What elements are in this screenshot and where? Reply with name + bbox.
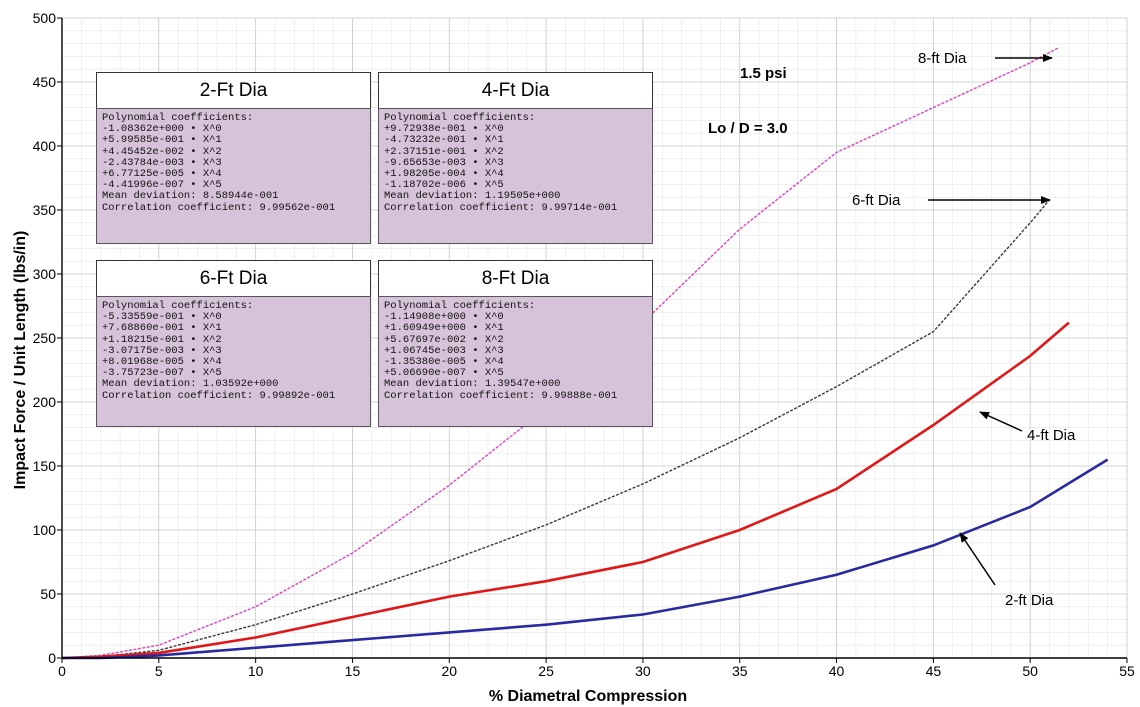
label-6ft: 6-ft Dia: [852, 192, 901, 209]
x-tick-label: 0: [58, 663, 66, 679]
coef-line: +1.98205e-004 • X^4: [384, 168, 504, 181]
arrow-2ft: [959, 532, 996, 586]
coef-line: Polynomial coefficients:: [384, 112, 536, 124]
y-tick-label: 150: [33, 458, 57, 474]
coef-line: Correlation coefficient: 9.99888e-001: [384, 389, 618, 402]
y-tick-label: 200: [33, 394, 57, 410]
coef-line: Polynomial coefficients:: [102, 112, 254, 124]
coef-box-title: 8-Ft Dia: [378, 260, 653, 296]
coef-line: -4.41996e-007 • X^5: [102, 179, 222, 192]
coef-box-6ft: 6-Ft Dia Polynomial coefficients: -5.3355…: [96, 260, 371, 427]
coef-line: Polynomial coefficients:: [102, 300, 254, 312]
coef-line: -3.07175e-003 • X^3: [102, 344, 222, 357]
coef-line: +9.72938e-001 • X^0: [384, 123, 504, 136]
coef-line: +1.06745e-003 • X^3: [384, 344, 504, 357]
y-tick-label: 500: [33, 10, 57, 26]
coef-box-body: Polynomial coefficients: +9.72938e-001 • …: [378, 108, 653, 244]
coef-line: Polynomial coefficients:: [384, 300, 536, 312]
coef-line: Mean deviation: 1.19505e+000: [384, 190, 561, 203]
y-tick-label: 400: [33, 138, 57, 154]
coef-line: +6.77125e-005 • X^4: [102, 168, 222, 181]
series-line-2-ft-dia: [62, 458, 1109, 660]
coef-line: +1.18215e-001 • X^2: [102, 333, 222, 346]
x-tick-label: 15: [345, 663, 361, 679]
coef-box-title: 6-Ft Dia: [96, 260, 371, 296]
x-axis-title: % Diametral Compression: [489, 688, 687, 705]
coef-line: +1.60949e+000 • X^1: [384, 322, 504, 335]
coef-box-title: 4-Ft Dia: [378, 72, 653, 108]
x-tick-label: 30: [635, 663, 651, 679]
label-4ft: 4-ft Dia: [1027, 427, 1076, 444]
tick-labels: 0 5 10 15 20 25 30 35 40 45 50 55 0 50 100 150 200 250 300…: [33, 10, 1135, 679]
arrow-4ft: [979, 411, 1023, 432]
coef-line: Correlation coefficient: 9.99892e-001: [102, 389, 336, 402]
coef-line: +8.01968e-005 • X^4: [102, 356, 222, 369]
coef-box-8ft: 8-Ft Dia Polynomial coefficients: -1.1490…: [378, 260, 653, 427]
label-8ft: 8-ft Dia: [918, 50, 967, 67]
coef-line: -2.43784e-003 • X^3: [102, 156, 222, 169]
pressure-annotation: 1.5 psi: [740, 65, 787, 82]
coef-line: Mean deviation: 1.03592e+000: [102, 378, 279, 391]
y-tick-label: 450: [33, 74, 57, 90]
y-tick-label: 50: [40, 586, 56, 602]
axes: [57, 17, 1128, 663]
x-tick-label: 45: [926, 663, 942, 679]
coef-box-2ft: 2-Ft Dia Polynomial coefficients: -1.0836…: [96, 72, 371, 244]
y-tick-label: 300: [33, 266, 57, 282]
coef-line: -3.75723e-007 • X^5: [102, 367, 222, 380]
coef-line: +7.68860e-001 • X^1: [102, 322, 222, 335]
coef-line: -1.14908e+000 • X^0: [384, 311, 504, 324]
coef-line: Mean deviation: 8.58944e-001: [102, 190, 279, 203]
coef-line: -1.18702e-006 • X^5: [384, 179, 504, 192]
series-line-4-ft-dia: [61, 321, 1070, 660]
x-tick-label: 5: [155, 663, 163, 679]
coef-line: -4.73232e-001 • X^1: [384, 134, 504, 147]
y-axis-title: Impact Force / Unit Length (lbs/in): [12, 231, 29, 490]
y-tick-label: 100: [33, 522, 57, 538]
coef-line: -1.35380e-005 • X^4: [384, 356, 504, 369]
coef-line: Correlation coefficient: 9.99562e-001: [102, 201, 336, 214]
coef-line: +5.67697e-002 • X^2: [384, 333, 504, 346]
x-tick-label: 20: [441, 663, 457, 679]
x-tick-label: 55: [1119, 663, 1135, 679]
coef-line: Correlation coefficient: 9.99714e-001: [384, 201, 618, 214]
coef-line: -1.08362e+000 • X^0: [102, 123, 222, 136]
y-tick-label: 350: [33, 202, 57, 218]
label-2ft: 2-ft Dia: [1005, 592, 1054, 609]
coef-line: +5.06690e-007 • X^5: [384, 367, 504, 380]
ratio-annotation: Lo / D = 3.0: [708, 120, 788, 137]
coef-box-body: Polynomial coefficients: -1.14908e+000 • …: [378, 296, 653, 427]
coef-line: Mean deviation: 1.39547e+000: [384, 378, 561, 391]
y-tick-label: 0: [48, 650, 56, 666]
series-line-6-ft-dia: [61, 199, 1051, 659]
y-tick-label: 250: [33, 330, 57, 346]
coef-line: -9.65653e-003 • X^3: [384, 156, 504, 169]
x-tick-label: 10: [248, 663, 264, 679]
x-tick-label: 35: [732, 663, 748, 679]
coef-line: +2.37151e-001 • X^2: [384, 145, 504, 158]
coef-box-4ft: 4-Ft Dia Polynomial coefficients: +9.7293…: [378, 72, 653, 244]
coef-line: +5.99585e-001 • X^1: [102, 134, 222, 147]
coef-box-body: Polynomial coefficients: -5.33559e-001 • …: [96, 296, 371, 427]
coef-box-body: Polynomial coefficients: -1.08362e+000 • …: [96, 108, 371, 244]
coef-box-title: 2-Ft Dia: [96, 72, 371, 108]
coef-line: +4.45452e-002 • X^2: [102, 145, 222, 158]
x-tick-label: 40: [829, 663, 845, 679]
x-tick-label: 25: [538, 663, 554, 679]
coef-line: -5.33559e-001 • X^0: [102, 311, 222, 324]
x-tick-label: 50: [1022, 663, 1038, 679]
